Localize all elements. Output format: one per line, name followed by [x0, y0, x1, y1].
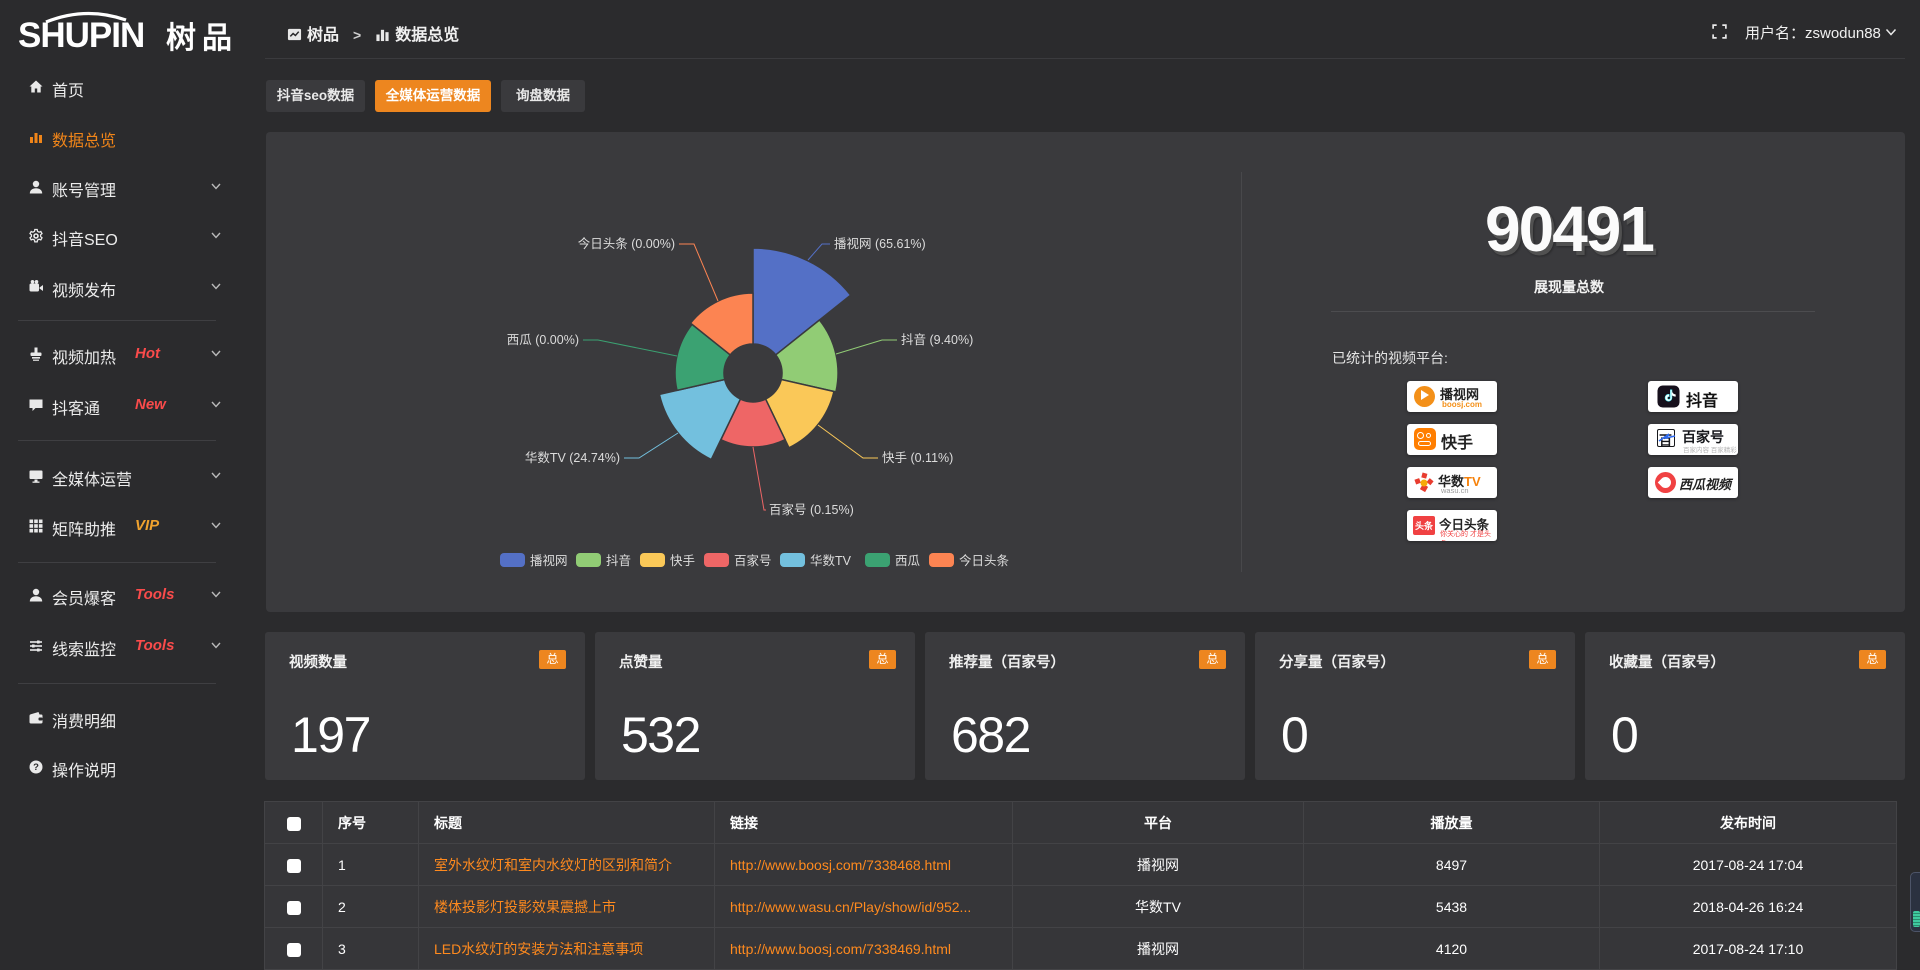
svg-text:树品: 树品 — [166, 22, 238, 54]
svg-text:百家号 (0.15%): 百家号 (0.15%) — [769, 502, 854, 517]
svg-text:西瓜: 西瓜 — [895, 554, 921, 568]
svg-text:华数TV: 华数TV — [810, 553, 852, 568]
svg-text:?: ? — [33, 762, 39, 773]
svg-text:抖音 (9.40%): 抖音 (9.40%) — [901, 332, 973, 347]
svg-text:SHUPIN: SHUPIN — [18, 16, 144, 54]
svg-text:西瓜 (0.00%): 西瓜 (0.00%) — [507, 333, 579, 347]
svg-text:快手: 快手 — [670, 554, 695, 568]
svg-text:抖音: 抖音 — [606, 553, 631, 568]
svg-text:今日头条 (0.00%): 今日头条 (0.00%) — [578, 236, 675, 251]
svg-text:播视网: 播视网 — [530, 553, 568, 568]
svg-text:快手 (0.11%): 快手 (0.11%) — [882, 451, 953, 465]
svg-text:百家号: 百家号 — [734, 553, 772, 568]
svg-text:华数TV (24.74%): 华数TV (24.74%) — [525, 450, 620, 465]
svg-text:今日头条: 今日头条 — [959, 553, 1010, 568]
svg-text:播视网 (65.61%): 播视网 (65.61%) — [834, 236, 926, 251]
